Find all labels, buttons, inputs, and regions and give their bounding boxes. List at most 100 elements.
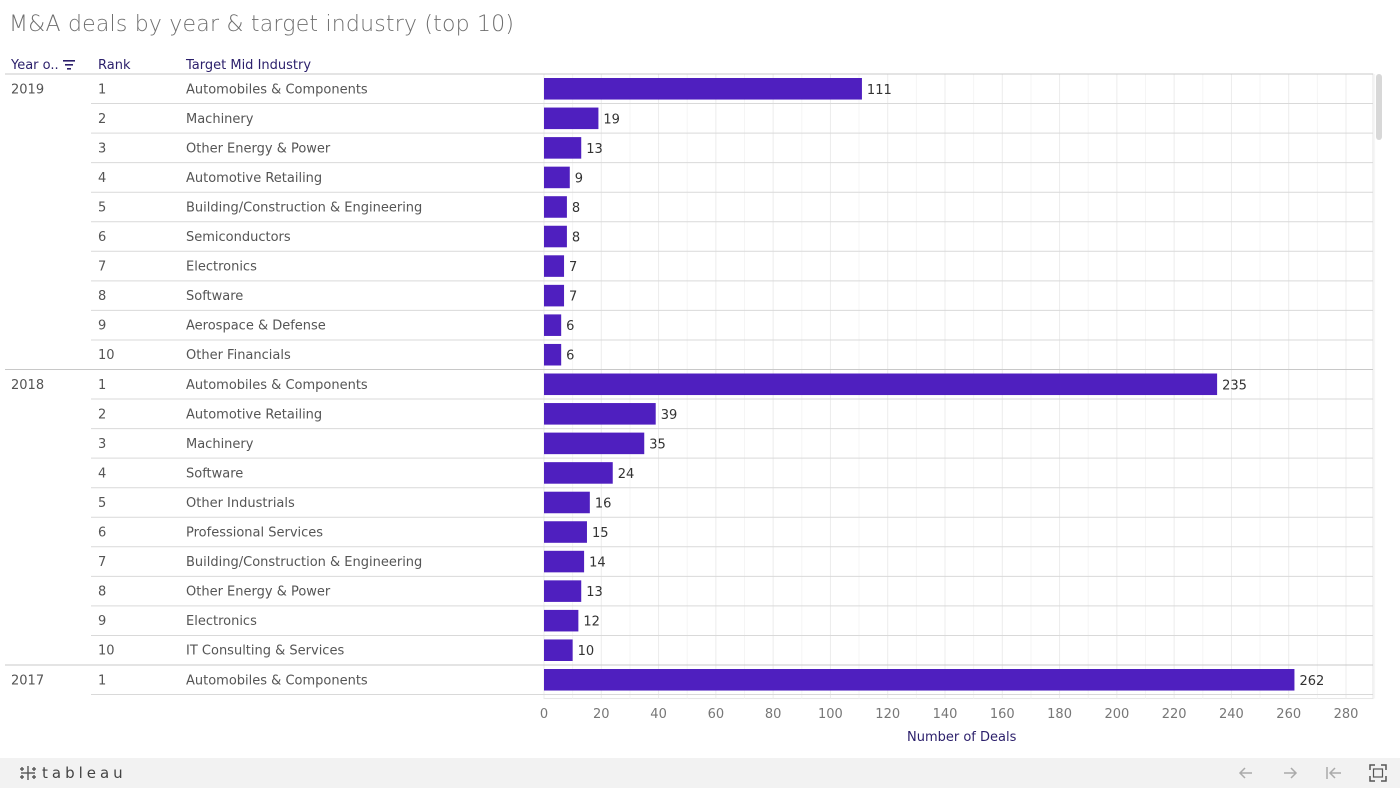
sort-descending-icon[interactable] xyxy=(62,58,76,72)
rank-label: 5 xyxy=(98,200,106,215)
industry-label: Semiconductors xyxy=(186,230,291,245)
bar-value-label: 35 xyxy=(649,437,666,452)
rank-label: 6 xyxy=(98,230,106,245)
bar-value-label: 16 xyxy=(595,496,612,511)
rank-label: 3 xyxy=(98,437,106,452)
bar xyxy=(544,107,599,130)
rank-label: 4 xyxy=(98,171,106,186)
industry-label: Automobiles & Components xyxy=(186,378,368,393)
x-tick-label: 80 xyxy=(765,707,782,722)
bar-value-label: 235 xyxy=(1222,378,1247,393)
x-tick-label: 20 xyxy=(593,707,610,722)
industry-label: IT Consulting & Services xyxy=(186,644,344,659)
bar xyxy=(544,432,645,455)
bar xyxy=(544,403,656,425)
bar-value-label: 9 xyxy=(575,171,583,186)
bar xyxy=(544,669,1295,691)
bar xyxy=(544,284,565,307)
bar xyxy=(544,137,582,159)
arrow-left-icon[interactable] xyxy=(1237,764,1255,782)
industry-label: Building/Construction & Engineering xyxy=(186,555,422,570)
bar-value-label: 13 xyxy=(586,142,603,157)
industry-label: Automobiles & Components xyxy=(186,673,368,688)
industry-label: Machinery xyxy=(186,112,254,127)
bar-value-label: 262 xyxy=(1299,674,1324,689)
industry-label: Professional Services xyxy=(186,526,323,541)
industry-label: Other Industrials xyxy=(186,496,295,511)
bar-value-label: 6 xyxy=(566,319,574,334)
bar-value-label: 8 xyxy=(572,231,580,246)
industry-label: Automotive Retailing xyxy=(186,171,322,186)
industry-label: Building/Construction & Engineering xyxy=(186,200,422,215)
column-header-year[interactable]: Year o.. xyxy=(11,58,59,73)
x-tick-label: 0 xyxy=(540,707,548,722)
industry-label: Other Energy & Power xyxy=(186,141,331,156)
bar xyxy=(544,166,570,189)
x-tick-label: 40 xyxy=(650,707,667,722)
x-tick-label: 160 xyxy=(990,707,1015,722)
tableau-logo[interactable]: tableau xyxy=(18,763,127,783)
rank-label: 7 xyxy=(98,260,106,275)
industry-label: Automotive Retailing xyxy=(186,407,322,422)
x-tick-label: 240 xyxy=(1219,707,1244,722)
column-header-rank[interactable]: Rank xyxy=(98,58,131,73)
fullscreen-icon[interactable] xyxy=(1369,764,1387,782)
chart-title: M&A deals by year & target industry (top… xyxy=(9,12,515,37)
bar-value-label: 14 xyxy=(589,556,606,571)
year-label: 2019 xyxy=(11,82,44,97)
x-axis-label: Number of Deals xyxy=(907,730,1017,745)
x-tick-label: 260 xyxy=(1276,707,1301,722)
bar xyxy=(544,580,582,602)
rank-label: 1 xyxy=(98,673,106,688)
industry-label: Other Financials xyxy=(186,348,291,363)
rank-label: 2 xyxy=(98,112,106,127)
bar-value-label: 15 xyxy=(592,526,609,541)
year-label: 2018 xyxy=(11,378,44,393)
industry-label: Other Energy & Power xyxy=(186,585,331,600)
industry-label: Electronics xyxy=(186,260,257,275)
rank-label: 4 xyxy=(98,466,106,481)
industry-label: Aerospace & Defense xyxy=(186,319,326,334)
x-tick-label: 120 xyxy=(875,707,900,722)
rank-label: 5 xyxy=(98,496,106,511)
bar-chart: 0 20 40 60 80 100 120 140 160 180 200 220 240 260 280 2… xyxy=(5,73,1376,722)
revert-icon[interactable] xyxy=(1325,764,1343,782)
rank-label: 9 xyxy=(98,614,106,629)
rank-label: 6 xyxy=(98,526,106,541)
bar-value-label: 8 xyxy=(572,201,580,216)
x-tick-label: 220 xyxy=(1162,707,1187,722)
bar-value-label: 39 xyxy=(661,408,678,423)
bar-value-label: 12 xyxy=(583,615,600,630)
x-tick-label: 200 xyxy=(1104,707,1129,722)
bar-value-label: 7 xyxy=(569,260,577,275)
bar-value-label: 24 xyxy=(618,467,635,482)
rank-label: 2 xyxy=(98,407,106,422)
column-header-industry[interactable]: Target Mid Industry xyxy=(186,58,312,73)
bar xyxy=(544,343,562,366)
rank-label: 1 xyxy=(98,378,106,393)
bar-value-label: 13 xyxy=(586,585,603,600)
bar-value-label: 7 xyxy=(569,290,577,305)
bar xyxy=(544,373,1218,396)
bar xyxy=(544,462,613,484)
rank-label: 10 xyxy=(98,348,115,363)
rank-label: 10 xyxy=(98,644,115,659)
bar xyxy=(544,521,587,543)
bar xyxy=(544,78,862,100)
rank-label: 1 xyxy=(98,82,106,97)
bar-value-label: 19 xyxy=(603,112,620,127)
bar xyxy=(544,639,573,661)
bar-value-label: 111 xyxy=(867,83,892,98)
bar-value-label: 10 xyxy=(578,644,595,659)
rank-label: 8 xyxy=(98,289,106,304)
industry-label: Automobiles & Components xyxy=(186,82,368,97)
vertical-scrollbar[interactable] xyxy=(1376,74,1382,140)
logo-text: tableau xyxy=(42,764,127,782)
industry-label: Machinery xyxy=(186,437,254,452)
arrow-right-icon[interactable] xyxy=(1281,764,1299,782)
industry-label: Software xyxy=(186,466,243,481)
bar xyxy=(544,609,579,632)
x-tick-label: 180 xyxy=(1047,707,1072,722)
bar xyxy=(544,314,562,336)
rank-label: 3 xyxy=(98,141,106,156)
